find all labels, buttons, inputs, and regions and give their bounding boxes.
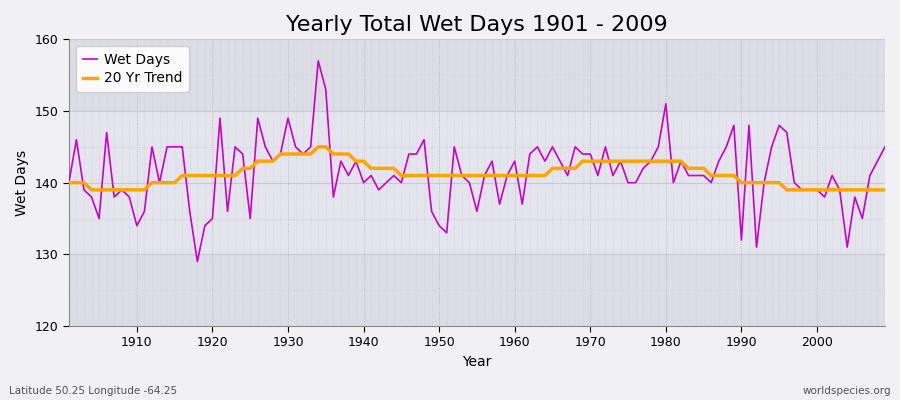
20 Yr Trend — [615, 159, 626, 164]
Wet Days — [192, 259, 202, 264]
20 Yr Trend — [525, 173, 535, 178]
20 Yr Trend — [63, 180, 74, 185]
Wet Days — [879, 144, 890, 149]
20 Yr Trend — [879, 188, 890, 192]
20 Yr Trend — [351, 159, 362, 164]
Wet Days — [517, 202, 527, 206]
Wet Days — [63, 180, 74, 185]
Line: 20 Yr Trend: 20 Yr Trend — [68, 147, 885, 190]
Y-axis label: Wet Days: Wet Days — [15, 150, 29, 216]
20 Yr Trend — [298, 152, 309, 156]
Wet Days — [615, 159, 626, 164]
Wet Days — [313, 58, 324, 63]
Wet Days — [525, 152, 535, 156]
X-axis label: Year: Year — [463, 355, 491, 369]
Text: worldspecies.org: worldspecies.org — [803, 386, 891, 396]
Line: Wet Days: Wet Days — [68, 61, 885, 262]
Bar — [68, 254, 885, 326]
Title: Yearly Total Wet Days 1901 - 2009: Yearly Total Wet Days 1901 - 2009 — [286, 15, 668, 35]
20 Yr Trend — [86, 188, 97, 192]
20 Yr Trend — [131, 188, 142, 192]
Wet Days — [298, 152, 309, 156]
20 Yr Trend — [313, 144, 324, 149]
Wet Days — [124, 195, 135, 200]
Text: Latitude 50.25 Longitude -64.25: Latitude 50.25 Longitude -64.25 — [9, 386, 177, 396]
Legend: Wet Days, 20 Yr Trend: Wet Days, 20 Yr Trend — [76, 46, 189, 92]
20 Yr Trend — [517, 173, 527, 178]
Bar — [68, 39, 885, 111]
Wet Days — [351, 159, 362, 164]
Bar — [68, 111, 885, 254]
